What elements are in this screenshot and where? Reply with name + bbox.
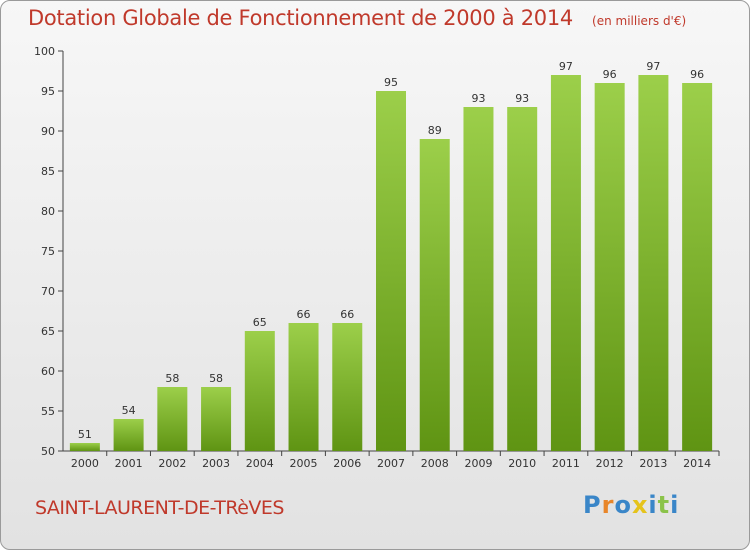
logo-letter: o xyxy=(614,491,632,519)
bar xyxy=(244,331,275,451)
y-tick-label: 95 xyxy=(41,85,55,98)
bars xyxy=(69,75,713,451)
commune-name: SAINT-LAURENT-DE-TRèVES xyxy=(35,497,284,519)
bar xyxy=(288,323,319,451)
bar xyxy=(550,75,581,451)
logo-letter: x xyxy=(631,491,649,519)
data-label: 93 xyxy=(471,92,485,105)
bar xyxy=(463,107,494,451)
data-label: 96 xyxy=(690,68,704,81)
chart-subtitle: (en milliers d'€) xyxy=(592,14,687,28)
x-tick-label: 2004 xyxy=(246,457,274,470)
y-tick-label: 50 xyxy=(41,445,55,458)
data-label: 97 xyxy=(646,60,660,73)
bar xyxy=(332,323,363,451)
data-label: 95 xyxy=(384,76,398,89)
y-tick-label: 90 xyxy=(41,125,55,138)
bar xyxy=(419,139,450,451)
data-label: 58 xyxy=(209,372,223,385)
data-label: 65 xyxy=(253,316,267,329)
bar xyxy=(157,387,188,451)
x-tick-label: 2006 xyxy=(333,457,361,470)
x-tick-label: 2009 xyxy=(464,457,492,470)
logo-letter: i xyxy=(648,491,658,519)
logo-letter: t xyxy=(657,491,671,519)
y-tick-label: 100 xyxy=(34,45,55,58)
title-row: Dotation Globale de Fonctionnement de 20… xyxy=(28,6,686,30)
data-label: 66 xyxy=(340,308,354,321)
x-tick-label: 2010 xyxy=(508,457,536,470)
bar xyxy=(69,443,100,451)
chart-title: Dotation Globale de Fonctionnement de 20… xyxy=(28,6,573,30)
data-label: 58 xyxy=(165,372,179,385)
logo-letter: i xyxy=(670,491,680,519)
bar xyxy=(201,387,232,451)
bar xyxy=(113,419,144,451)
x-tick-label: 2008 xyxy=(421,457,449,470)
data-label: 51 xyxy=(78,428,92,441)
bar xyxy=(638,75,669,451)
data-label: 54 xyxy=(122,404,136,417)
y-tick-label: 60 xyxy=(41,365,55,378)
x-tick-label: 2003 xyxy=(202,457,230,470)
y-tick-label: 85 xyxy=(41,165,55,178)
proxiti-logo[interactable]: Proxiti xyxy=(583,491,679,519)
x-tick-label: 2013 xyxy=(639,457,667,470)
x-tick-label: 2007 xyxy=(377,457,405,470)
x-tick-label: 2014 xyxy=(683,457,711,470)
bar xyxy=(682,83,713,451)
y-tick-label: 80 xyxy=(41,205,55,218)
y-tick-label: 75 xyxy=(41,245,55,258)
labels: 2000 51 2001 54 2002 58 2003 58 2004 65 2005 66 2006… xyxy=(71,60,711,470)
data-label: 93 xyxy=(515,92,529,105)
data-label: 96 xyxy=(603,68,617,81)
x-tick-label: 2002 xyxy=(158,457,186,470)
x-tick-label: 2012 xyxy=(596,457,624,470)
x-tick-label: 2001 xyxy=(115,457,143,470)
data-label: 66 xyxy=(297,308,311,321)
y-tick-label: 65 xyxy=(41,325,55,338)
x-tick-label: 2005 xyxy=(290,457,318,470)
bar xyxy=(376,91,406,451)
y-tick-label: 70 xyxy=(41,285,55,298)
data-label: 97 xyxy=(559,60,573,73)
y-tick-label: 55 xyxy=(41,405,55,418)
x-tick-label: 2000 xyxy=(71,457,99,470)
data-label: 89 xyxy=(428,124,442,137)
bar xyxy=(594,83,625,451)
bar xyxy=(507,107,538,451)
x-tick-label: 2011 xyxy=(552,457,580,470)
logo-letter: P xyxy=(583,491,602,519)
logo-letter: r xyxy=(601,491,615,519)
